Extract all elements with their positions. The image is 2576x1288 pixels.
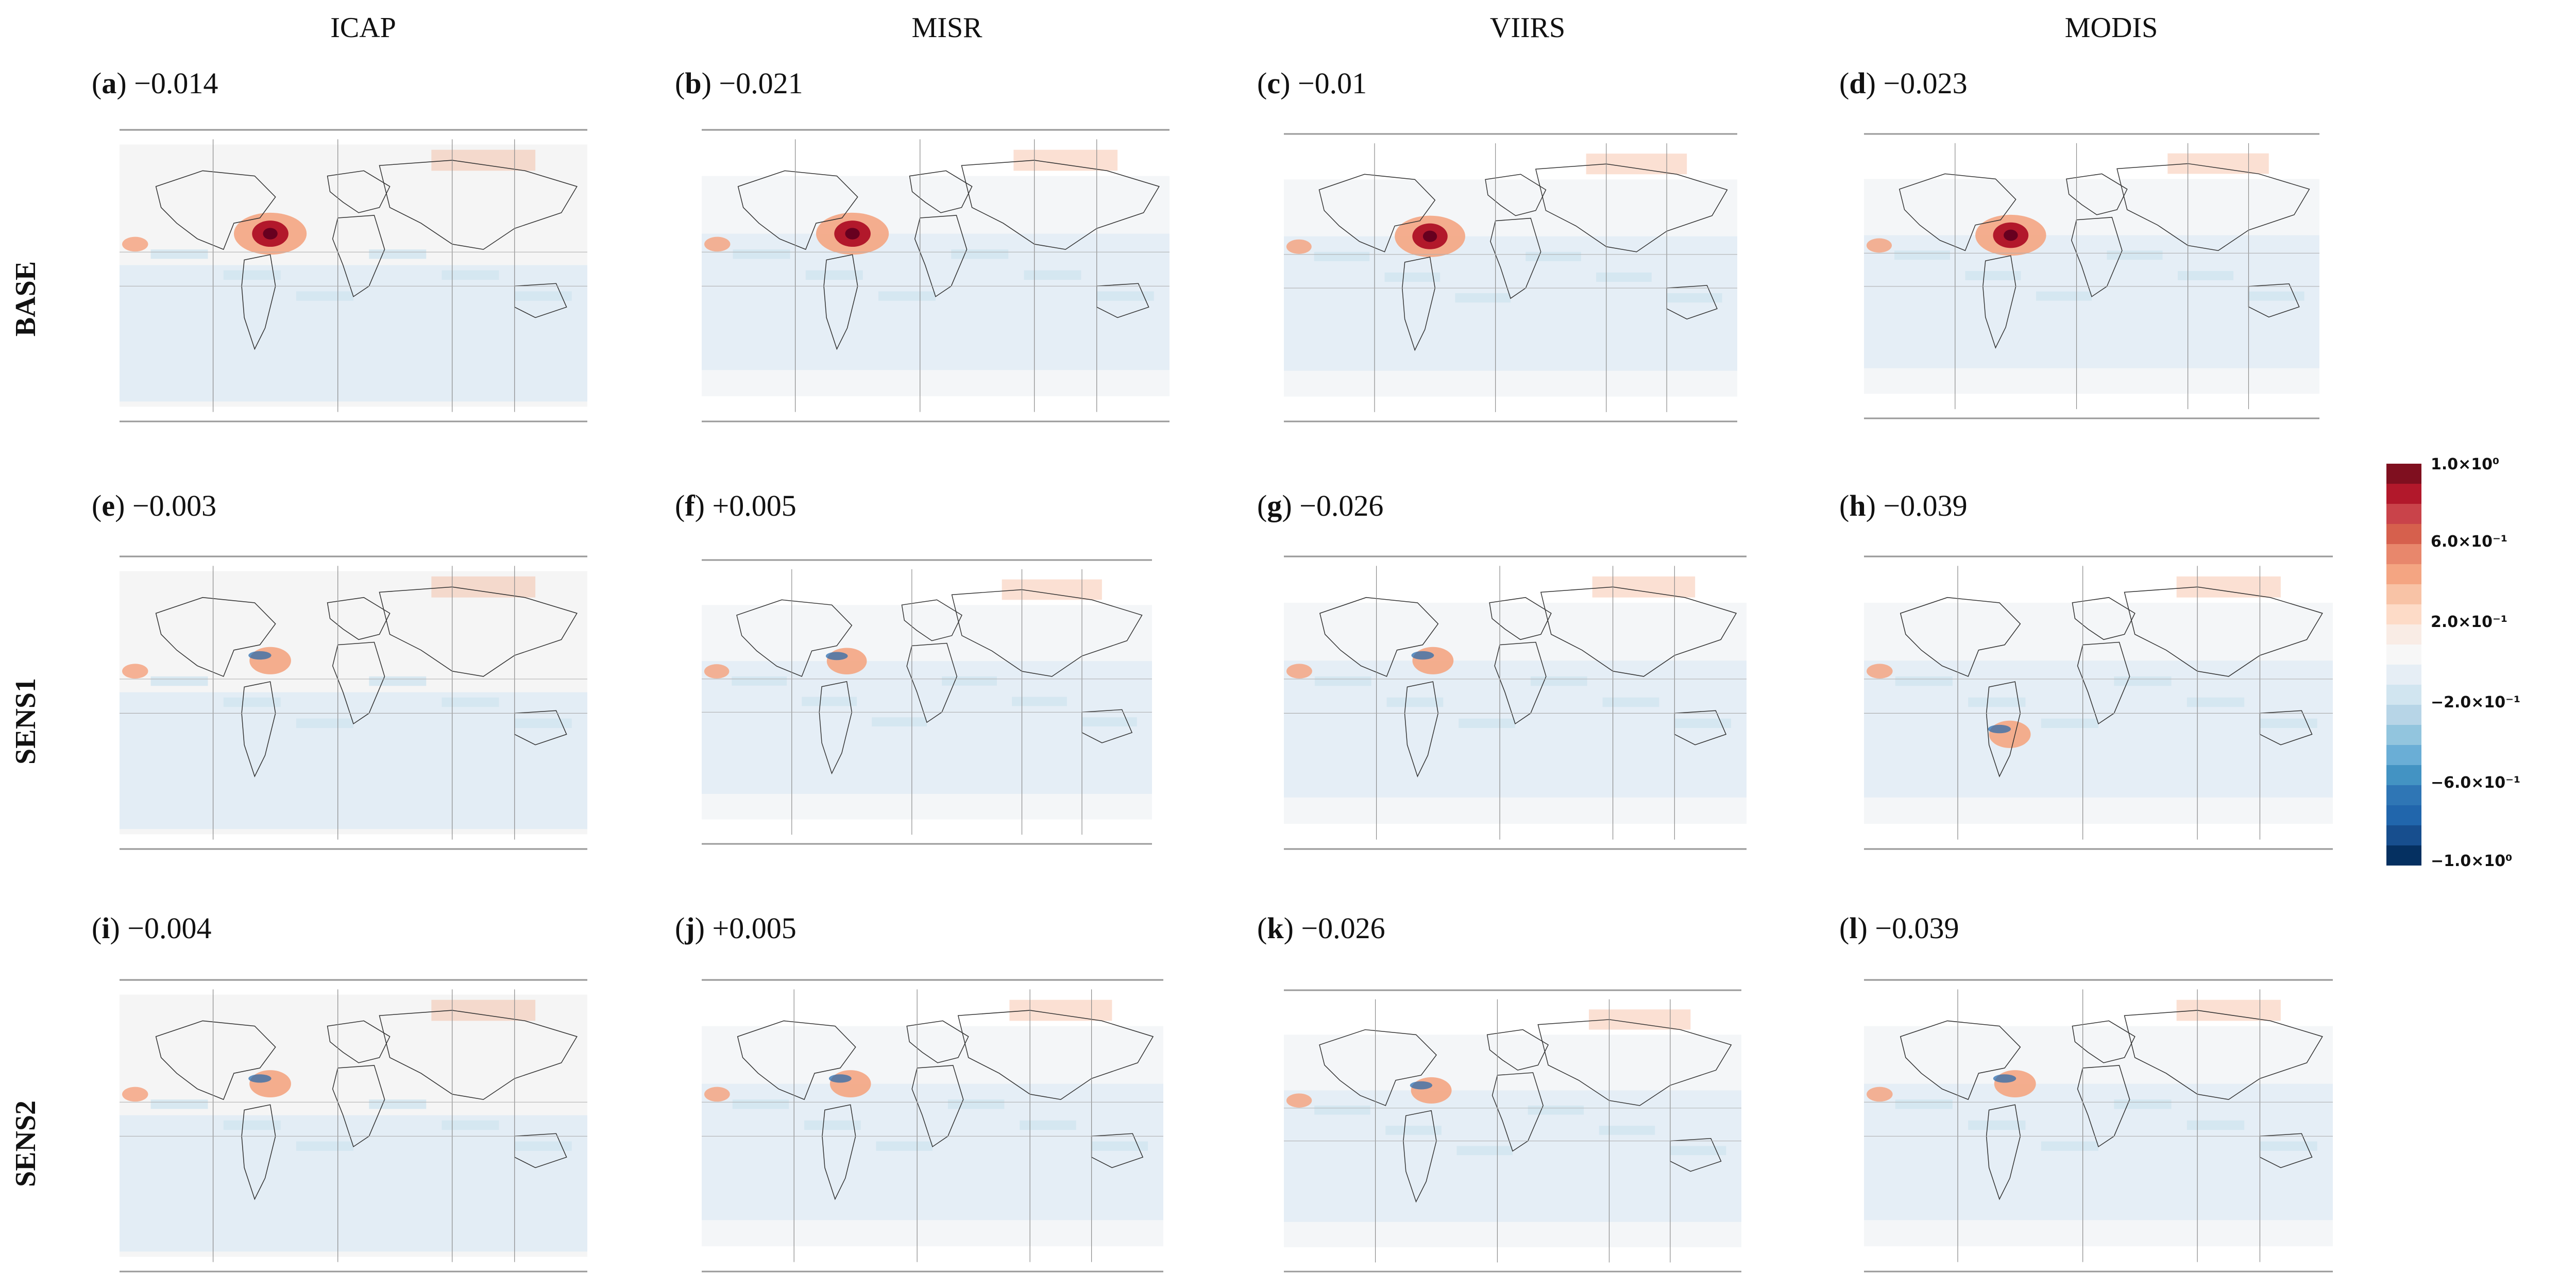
panel-label-f: (f) +0.005: [675, 489, 796, 522]
colorbar-swatch: [2386, 685, 2421, 705]
panel-label-j: (j) +0.005: [675, 911, 796, 945]
colorbar-swatch: [2386, 645, 2421, 665]
panel-label-l: (l) −0.039: [1839, 911, 1959, 945]
world-map: [702, 129, 1170, 422]
panel-label-d: (d) −0.023: [1839, 66, 1968, 100]
world-map: [120, 979, 587, 1273]
world-map: [1864, 979, 2333, 1273]
colorbar-swatch: [2386, 624, 2421, 645]
map-panel-l: [1864, 979, 2333, 1273]
world-map: [120, 129, 587, 422]
colorbar-swatch: [2386, 604, 2421, 624]
colorbar-swatch: [2386, 705, 2421, 725]
column-header-modis: MODIS: [2064, 12, 2158, 44]
panel-label-b: (b) −0.021: [675, 66, 803, 100]
row-header-sens1: SENS1: [10, 677, 42, 765]
map-panel-j: [702, 979, 1163, 1273]
world-map: [120, 555, 587, 850]
colorbar-swatch: [2386, 665, 2421, 685]
column-header-misr: MISR: [911, 12, 982, 44]
column-header-icap: ICAP: [330, 12, 396, 44]
map-panel-g: [1284, 555, 1747, 850]
map-panel-k: [1284, 989, 1741, 1273]
world-map: [702, 559, 1152, 845]
colorbar-swatch: [2386, 484, 2421, 504]
world-map: [1284, 133, 1737, 422]
colorbar-tick-label: 1.0×10⁰: [2431, 455, 2500, 473]
row-header-sens2: SENS2: [10, 1100, 42, 1188]
world-map: [1864, 133, 2319, 419]
panel-label-c: (c) −0.01: [1257, 66, 1367, 100]
panel-label-a: (a) −0.014: [92, 66, 218, 100]
map-panel-a: [120, 129, 587, 422]
panel-label-i: (i) −0.004: [92, 911, 212, 945]
colorbar-swatch: [2386, 504, 2421, 524]
map-panel-c: [1284, 133, 1737, 422]
colorbar-swatch: [2386, 745, 2421, 765]
map-panel-i: [120, 979, 587, 1273]
panel-label-g: (g) −0.026: [1257, 489, 1384, 522]
colorbar-tick-label: 2.0×10⁻¹: [2431, 613, 2508, 631]
colorbar-swatch: [2386, 544, 2421, 564]
colorbar-swatch: [2386, 464, 2421, 484]
colorbar-tick-label: 6.0×10⁻¹: [2431, 533, 2508, 551]
panel-label-k: (k) −0.026: [1257, 911, 1385, 945]
row-header-base: BASE: [10, 261, 42, 337]
colorbar-swatch: [2386, 765, 2421, 785]
map-panel-e: [120, 555, 587, 850]
panel-label-e: (e) −0.003: [92, 489, 217, 522]
colorbar-tick-label: −6.0×10⁻¹: [2431, 774, 2521, 792]
colorbar-swatch: [2386, 825, 2421, 845]
world-map: [1864, 555, 2333, 850]
map-panel-h: [1864, 555, 2333, 850]
colorbar-swatch: [2386, 725, 2421, 745]
colorbar-swatch: [2386, 845, 2421, 866]
colorbar-swatch: [2386, 805, 2421, 825]
colorbar-tick-label: −2.0×10⁻¹: [2431, 693, 2521, 711]
colorbar: [2386, 464, 2421, 866]
map-panel-d: [1864, 133, 2319, 419]
world-map: [702, 979, 1163, 1273]
map-panel-f: [702, 559, 1152, 845]
colorbar-tick-label: −1.0×10⁰: [2431, 852, 2513, 870]
colorbar-swatch: [2386, 524, 2421, 544]
world-map: [1284, 989, 1741, 1273]
colorbar-swatch: [2386, 785, 2421, 805]
colorbar-swatch: [2386, 564, 2421, 584]
column-header-viirs: VIIRS: [1489, 12, 1566, 44]
map-panel-b: [702, 129, 1170, 422]
world-map: [1284, 555, 1747, 850]
panel-label-h: (h) −0.039: [1839, 489, 1968, 522]
colorbar-swatch: [2386, 584, 2421, 604]
